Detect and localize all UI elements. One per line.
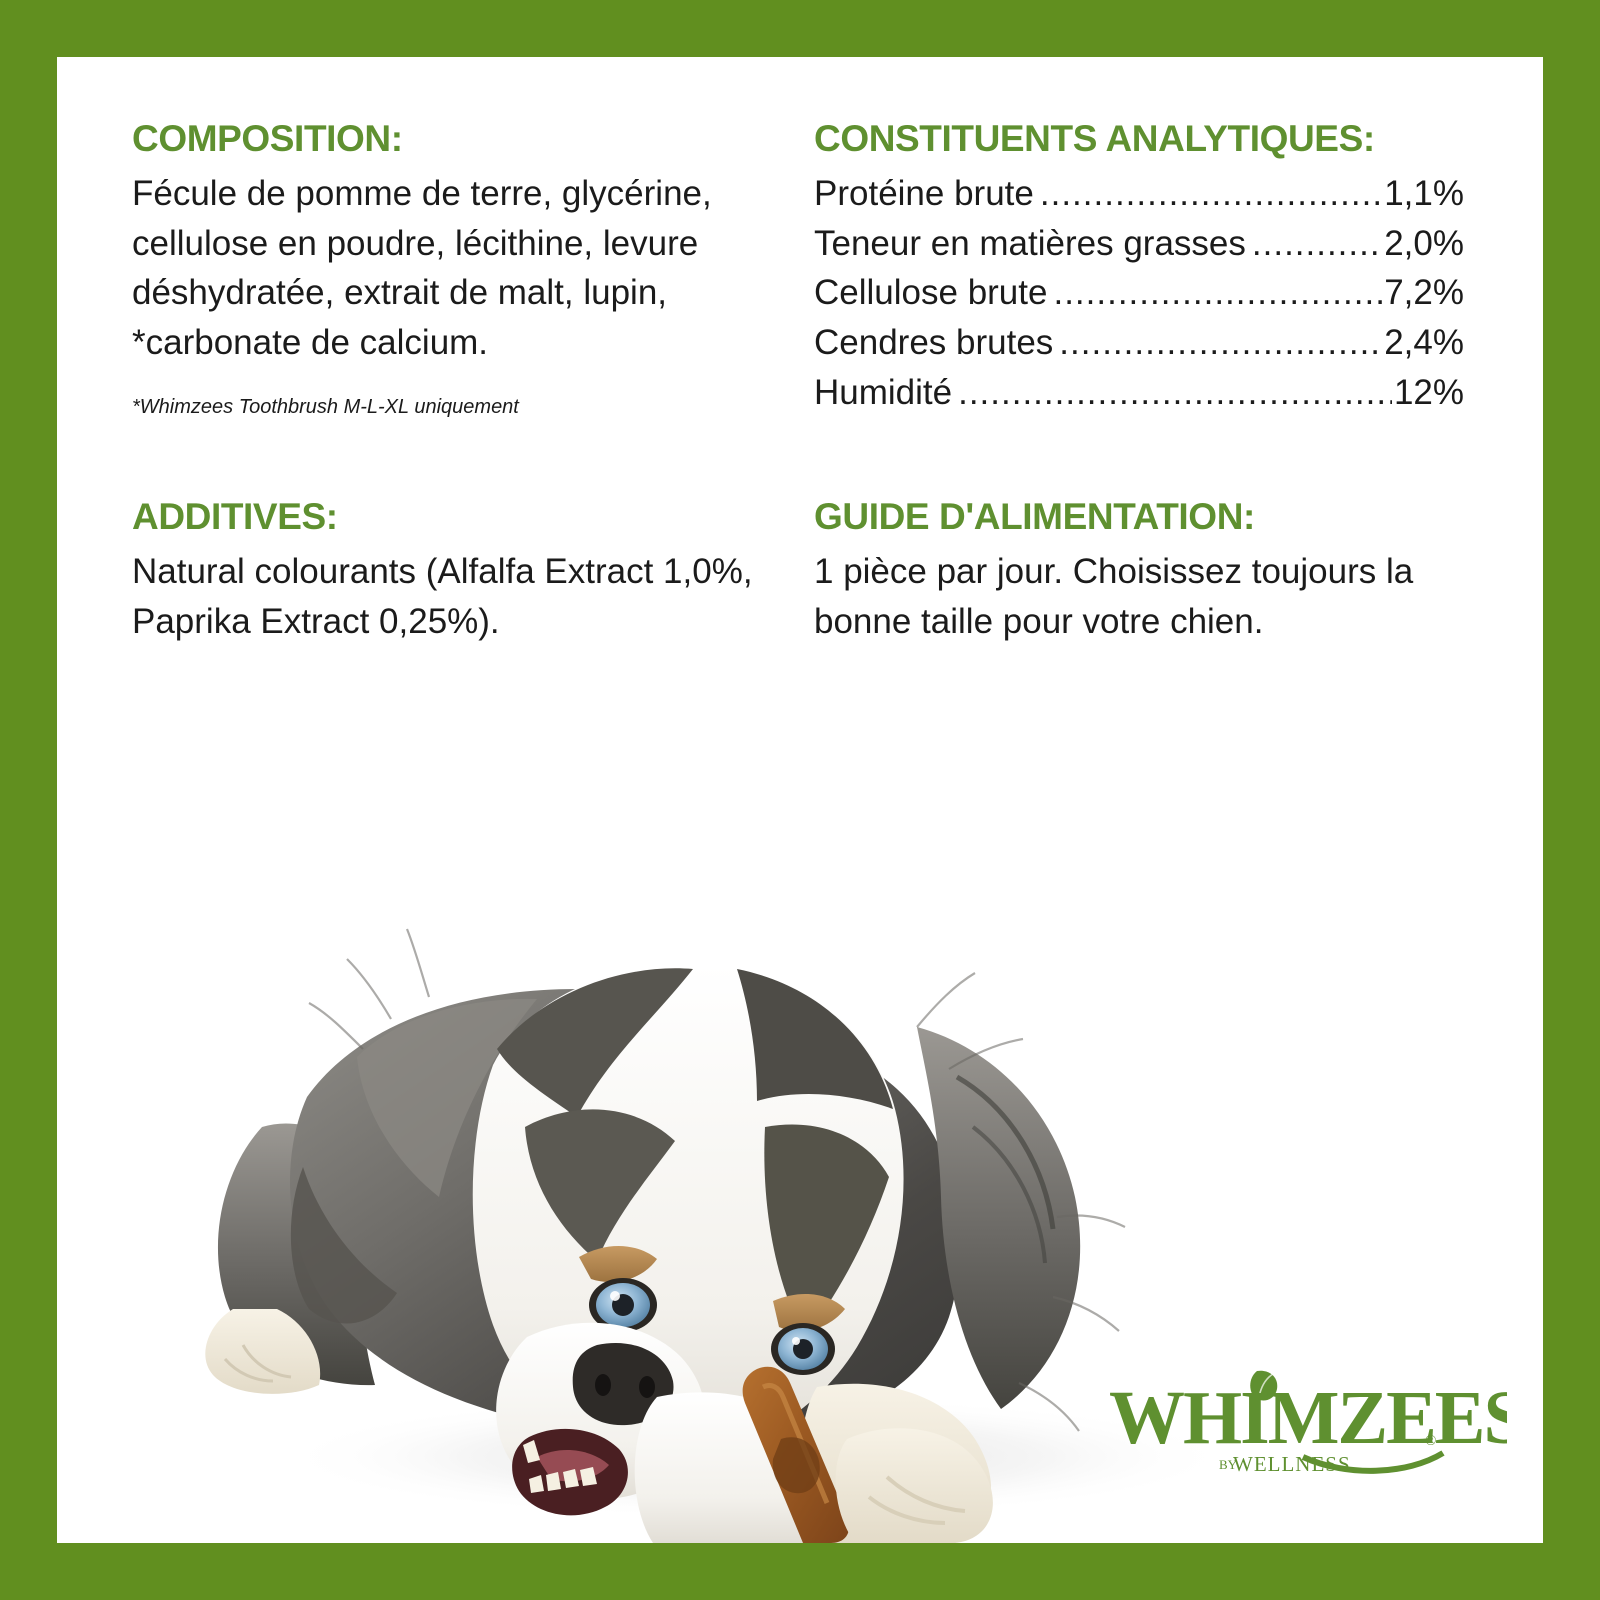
dog-eye-left [589, 1278, 657, 1332]
analytical-row-leader: ........................................… [1039, 173, 1383, 213]
tan-marking-right [773, 1294, 845, 1332]
head-patch-right [737, 969, 893, 1109]
dog-mane [917, 1027, 1081, 1409]
analytical-row-label: Teneur en matières grasses [814, 223, 1246, 263]
analytical-row-value: 2,4% [1384, 323, 1464, 363]
head-patch-left [497, 968, 693, 1117]
analytical-row-label: Humidité [814, 372, 953, 412]
feeding-guide-heading: GUIDE D'ALIMENTATION: [814, 496, 1255, 537]
dog-teeth [523, 1440, 597, 1493]
analytical-row-value: 7,2% [1384, 273, 1464, 313]
dental-chew-stick [742, 1366, 850, 1543]
analytical-row-value: 12% [1393, 372, 1464, 412]
feeding-guide-section: GUIDE D'ALIMENTATION: 1 pièce par jour. … [814, 497, 1464, 646]
feeding-guide-text: 1 pièce par jour. Choisissez toujours la… [814, 551, 1414, 641]
composition-section: COMPOSITION: Fécule de pomme de terre, g… [132, 119, 772, 420]
analytical-row-label: Cellulose brute [814, 273, 1048, 313]
analytical-row-leader: ........................................… [1053, 273, 1382, 313]
leaf-icon [1250, 1370, 1278, 1401]
composition-heading: COMPOSITION: [132, 118, 403, 159]
composition-text: Fécule de pomme de terre, glycérine, cel… [132, 173, 712, 363]
head-patch-brow-left [525, 1109, 675, 1261]
additives-text: Natural colourants (Alfalfa Extract 1,0%… [132, 551, 753, 641]
composition-footnote: *Whimzees Toothbrush M-L-XL uniquement [132, 395, 519, 418]
whimzees-logo: WHIMZEES ® BY WELLNESS [1107, 1365, 1507, 1485]
analytical-row-value: 2,0% [1384, 223, 1464, 263]
analytical-row-value: 1,1% [1384, 173, 1464, 213]
analytical-list: Protéine brute..........................… [814, 169, 1464, 417]
analytical-row-label: Cendres brutes [814, 323, 1054, 363]
analytical-row-leader: ........................................… [958, 372, 1392, 412]
additives-heading: ADDITIVES: [132, 496, 338, 537]
logo-trademark: ® [1425, 1433, 1436, 1449]
logo-wordmark: WHIMZEES [1109, 1376, 1507, 1460]
analytical-row: Protéine brute..........................… [814, 169, 1464, 219]
dog-nose [572, 1342, 674, 1426]
head-patch-brow-right [764, 1124, 889, 1337]
tan-marking-left [579, 1245, 657, 1283]
analytical-row: Cellulose brute.........................… [814, 268, 1464, 318]
logo-tagline-prefix: BY [1219, 1457, 1238, 1472]
additives-section: ADDITIVES: Natural colourants (Alfalfa E… [132, 497, 772, 646]
analytical-row-leader: ........................................… [1059, 323, 1382, 363]
dog-eye-right [771, 1323, 835, 1375]
analytical-heading: CONSTITUENTS ANALYTIQUES: [814, 118, 1375, 159]
product-info-panel: COMPOSITION: Fécule de pomme de terre, g… [57, 57, 1543, 1543]
dog-rear-paw [205, 1309, 321, 1394]
analytical-constituents-section: CONSTITUENTS ANALYTIQUES: Protéine brute… [814, 119, 1464, 417]
dog-front-paw-right [835, 1428, 993, 1543]
analytical-row: Humidité................................… [814, 368, 1464, 418]
analytical-row: Teneur en matières grasses..............… [814, 219, 1464, 269]
fur-wisps [308, 928, 1126, 1432]
dog-photo [57, 697, 1543, 1543]
analytical-row-leader: ........................................… [1251, 223, 1382, 263]
logo-swoosh [1301, 1450, 1445, 1474]
analytical-row: Cendres brutes..........................… [814, 318, 1464, 368]
logo-tagline: WELLNESS [1233, 1452, 1351, 1476]
analytical-row-label: Protéine brute [814, 173, 1034, 213]
